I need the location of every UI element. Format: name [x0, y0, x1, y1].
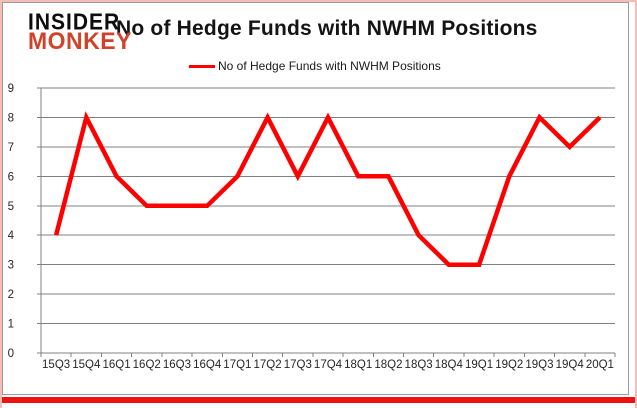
svg-text:18Q3: 18Q3 [405, 359, 433, 371]
svg-text:16Q3: 16Q3 [163, 359, 191, 371]
chart-title: No of Hedge Funds with NWHM Positions [116, 17, 538, 40]
insider-monkey-logo: INSIDER MONKEY [28, 9, 132, 55]
logo-insider-text: INSIDER [28, 9, 121, 35]
legend-line-swatch [189, 64, 215, 68]
svg-text:3: 3 [8, 260, 14, 272]
svg-text:9: 9 [8, 83, 14, 95]
svg-text:1: 1 [8, 319, 14, 331]
svg-text:19Q2: 19Q2 [495, 359, 523, 371]
svg-text:5: 5 [8, 201, 14, 213]
bottom-red-bar [0, 397, 637, 403]
svg-text:15Q4: 15Q4 [72, 359, 101, 371]
svg-text:17Q3: 17Q3 [284, 359, 312, 371]
svg-text:19Q1: 19Q1 [465, 359, 493, 371]
svg-text:4: 4 [8, 230, 15, 242]
svg-text:15Q3: 15Q3 [42, 359, 70, 371]
logo-monkey-text: MONKEY [28, 26, 132, 55]
svg-text:16Q1: 16Q1 [102, 359, 130, 371]
svg-text:19Q4: 19Q4 [556, 359, 585, 371]
svg-text:8: 8 [8, 112, 14, 124]
svg-text:2: 2 [8, 289, 14, 301]
svg-text:20Q1: 20Q1 [586, 359, 614, 371]
svg-text:0: 0 [8, 348, 14, 360]
legend: No of Hedge Funds with NWHM Positions [189, 59, 441, 73]
svg-text:16Q4: 16Q4 [193, 359, 222, 371]
svg-text:17Q1: 17Q1 [223, 359, 251, 371]
svg-text:6: 6 [8, 171, 14, 183]
svg-text:19Q3: 19Q3 [525, 359, 553, 371]
svg-text:18Q4: 18Q4 [435, 359, 464, 371]
svg-text:18Q1: 18Q1 [344, 359, 372, 371]
svg-text:17Q2: 17Q2 [254, 359, 282, 371]
svg-text:16Q2: 16Q2 [133, 359, 161, 371]
svg-text:7: 7 [8, 142, 14, 154]
svg-text:18Q2: 18Q2 [374, 359, 402, 371]
legend-label: No of Hedge Funds with NWHM Positions [218, 59, 441, 73]
svg-text:17Q4: 17Q4 [314, 359, 343, 371]
chart-frame [2, 2, 629, 395]
